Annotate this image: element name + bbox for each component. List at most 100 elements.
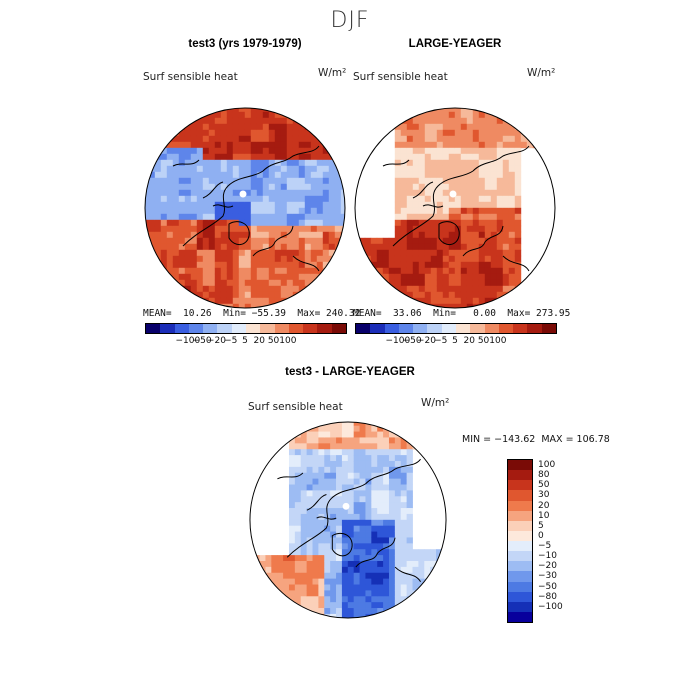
map-cell	[208, 165, 216, 173]
map-cell	[502, 279, 510, 287]
map-cell	[330, 449, 337, 456]
map-cell	[250, 207, 258, 215]
map-cell	[154, 183, 162, 191]
map-cell	[202, 159, 210, 167]
map-cell	[238, 108, 246, 113]
map-cell	[300, 543, 308, 550]
map-cell	[190, 273, 198, 281]
map-cell	[178, 231, 186, 239]
map-cell	[376, 243, 384, 251]
map-cell	[520, 141, 528, 149]
map-cell	[196, 237, 204, 245]
map-cell	[377, 437, 384, 444]
map-cell	[418, 123, 426, 131]
colorbar-swatch	[508, 470, 532, 481]
map-cell	[394, 513, 402, 521]
map-cell	[340, 201, 345, 209]
map-cell	[300, 537, 308, 544]
map-cell	[324, 425, 331, 432]
map-cell	[232, 135, 240, 143]
colorbar-tick-label: −20	[416, 336, 436, 346]
map-cell	[244, 141, 252, 149]
map-cell	[277, 566, 284, 574]
map-cell	[328, 159, 336, 167]
map-cell	[312, 531, 319, 538]
map-cell	[347, 519, 355, 527]
map-cell	[286, 237, 294, 245]
map-cell	[442, 123, 450, 131]
colorbar-swatch	[174, 324, 189, 333]
map-cell	[406, 596, 413, 603]
map-cell	[300, 472, 308, 480]
map-cell	[371, 519, 378, 527]
map-cell	[341, 572, 349, 580]
map-cell	[160, 201, 168, 209]
map-cell	[280, 225, 288, 233]
map-cell	[328, 237, 336, 245]
map-cell	[336, 460, 343, 468]
map-cell	[436, 297, 444, 305]
map-cell	[304, 147, 312, 155]
map-cell	[394, 255, 402, 263]
map-cell	[280, 249, 288, 257]
map-cell	[418, 237, 426, 245]
colorbar-tick-label: 10	[538, 510, 550, 521]
map-cell	[250, 297, 258, 305]
map-cell	[472, 279, 480, 287]
map-cell	[334, 219, 342, 227]
map-cell	[304, 123, 312, 131]
map-cell	[288, 502, 296, 509]
map-cell	[340, 219, 345, 227]
map-cell	[310, 213, 318, 221]
map-cell	[377, 466, 384, 474]
map-cell	[292, 261, 300, 269]
map-cell	[280, 189, 288, 197]
colorbar-tick-label: 5	[538, 520, 544, 531]
colorbar-swatch	[217, 324, 232, 333]
map-cell	[394, 183, 402, 191]
map-cell	[400, 279, 408, 287]
map-cell	[292, 213, 300, 221]
map-cell	[496, 183, 504, 191]
map-cell	[406, 183, 414, 191]
map-cell	[400, 549, 408, 556]
map-cell	[288, 484, 296, 491]
map-cell	[406, 502, 413, 509]
map-cell	[490, 261, 498, 269]
map-cell	[448, 291, 456, 299]
map-cell	[318, 602, 325, 609]
map-cell	[274, 117, 282, 125]
map-cell	[312, 443, 319, 450]
map-cell	[454, 249, 462, 257]
map-cell	[274, 297, 282, 305]
map-cell	[430, 555, 437, 562]
map-cell	[376, 261, 384, 269]
map-cell	[172, 249, 180, 257]
map-cell	[178, 225, 186, 233]
map-cell	[184, 189, 192, 197]
map-cell	[406, 490, 413, 497]
map-cell	[383, 537, 390, 544]
map-cell	[478, 249, 486, 257]
map-cell	[370, 261, 378, 269]
map-cell	[388, 555, 396, 562]
map-cell	[298, 261, 306, 269]
map-cell	[306, 431, 313, 438]
map-cell	[484, 231, 492, 239]
map-cell	[394, 201, 402, 209]
map-cell	[324, 472, 331, 480]
map-cell	[377, 590, 384, 597]
map-cell	[318, 484, 325, 491]
map-cell	[178, 261, 186, 269]
map-cell	[300, 549, 308, 556]
map-cell	[394, 560, 402, 568]
map-cell	[508, 249, 516, 257]
map-cell	[283, 560, 290, 568]
map-cell	[430, 261, 438, 269]
map-cell	[484, 225, 492, 233]
map-cell	[514, 207, 522, 215]
map-cell	[508, 255, 516, 263]
map-cell	[306, 602, 313, 609]
map-cell	[178, 183, 186, 191]
map-cell	[292, 135, 300, 143]
